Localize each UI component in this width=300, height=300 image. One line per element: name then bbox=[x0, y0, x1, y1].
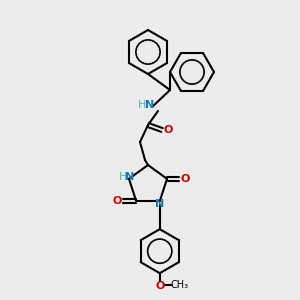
Text: O: O bbox=[163, 125, 173, 135]
Text: O: O bbox=[155, 281, 164, 291]
Text: N: N bbox=[146, 100, 154, 110]
Text: H: H bbox=[119, 172, 127, 182]
Text: O: O bbox=[112, 196, 122, 206]
Text: N: N bbox=[125, 172, 135, 182]
Text: H: H bbox=[138, 100, 146, 110]
Text: N: N bbox=[155, 199, 164, 209]
Text: O: O bbox=[180, 174, 190, 184]
Text: CH₃: CH₃ bbox=[171, 280, 189, 290]
